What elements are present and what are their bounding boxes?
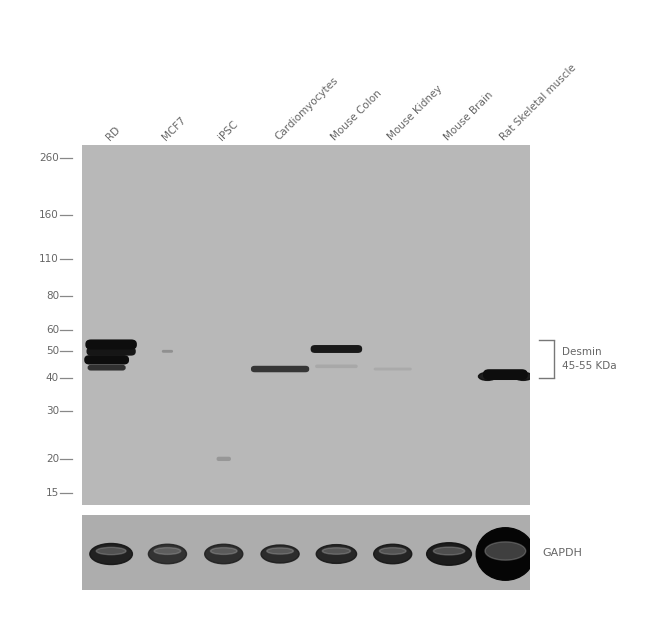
Text: 15: 15	[46, 488, 59, 498]
Text: 30: 30	[46, 406, 59, 417]
Ellipse shape	[261, 545, 299, 563]
Text: Mouse Kidney: Mouse Kidney	[385, 84, 444, 142]
Text: 20: 20	[46, 454, 59, 464]
Text: 260: 260	[39, 153, 59, 163]
Text: 110: 110	[39, 254, 59, 264]
FancyBboxPatch shape	[311, 345, 362, 353]
Ellipse shape	[374, 544, 411, 564]
Ellipse shape	[148, 544, 187, 564]
Ellipse shape	[485, 542, 526, 560]
Ellipse shape	[380, 548, 406, 555]
Text: MCF7: MCF7	[161, 115, 188, 142]
FancyBboxPatch shape	[315, 365, 358, 368]
Ellipse shape	[211, 548, 237, 555]
FancyBboxPatch shape	[216, 457, 231, 461]
Ellipse shape	[154, 548, 181, 555]
Text: 50: 50	[46, 346, 59, 357]
Text: Desmin
45-55 KDa: Desmin 45-55 KDa	[562, 347, 616, 371]
Text: Cardiomyocytes: Cardiomyocytes	[273, 76, 340, 142]
Text: Mouse Colon: Mouse Colon	[330, 88, 384, 142]
Ellipse shape	[90, 543, 133, 565]
FancyBboxPatch shape	[86, 347, 136, 356]
Ellipse shape	[426, 543, 471, 565]
FancyBboxPatch shape	[88, 365, 125, 371]
Ellipse shape	[266, 548, 293, 554]
Ellipse shape	[317, 545, 357, 563]
Text: 40: 40	[46, 373, 59, 383]
Ellipse shape	[476, 528, 534, 580]
FancyBboxPatch shape	[374, 368, 411, 370]
FancyBboxPatch shape	[251, 366, 309, 372]
Text: 160: 160	[39, 210, 59, 220]
Text: GAPDH: GAPDH	[542, 547, 582, 558]
Text: 60: 60	[46, 325, 59, 335]
FancyBboxPatch shape	[85, 339, 137, 350]
Ellipse shape	[322, 548, 350, 554]
Text: 80: 80	[46, 291, 59, 301]
Ellipse shape	[205, 544, 243, 564]
FancyBboxPatch shape	[84, 355, 129, 365]
Text: RD: RD	[104, 124, 122, 142]
Ellipse shape	[96, 547, 126, 555]
FancyBboxPatch shape	[483, 369, 528, 380]
Ellipse shape	[514, 373, 532, 380]
Text: Rat Skeletal muscle: Rat Skeletal muscle	[499, 63, 578, 142]
FancyBboxPatch shape	[162, 350, 173, 353]
Text: iPSC: iPSC	[216, 119, 240, 142]
Ellipse shape	[434, 547, 465, 555]
Ellipse shape	[478, 373, 497, 380]
Text: Mouse Brain: Mouse Brain	[442, 90, 495, 142]
